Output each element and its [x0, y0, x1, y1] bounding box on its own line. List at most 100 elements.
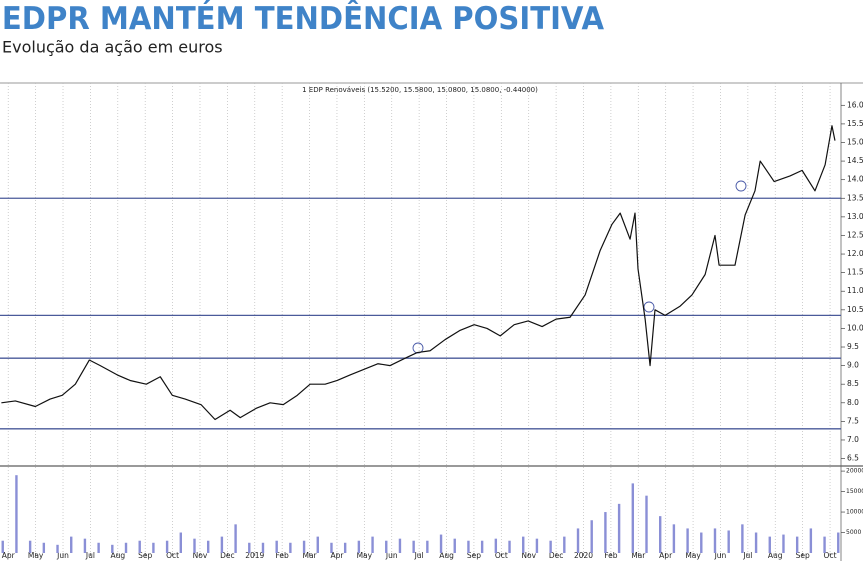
volume-bar — [248, 542, 251, 553]
volume-bar — [152, 542, 155, 553]
volume-bar — [234, 524, 237, 553]
volume-bar — [42, 542, 46, 553]
volume-bar — [576, 528, 580, 553]
x-tick-label: Jul — [85, 551, 95, 560]
volume-bar — [343, 542, 347, 553]
volume-bar — [700, 532, 703, 553]
volume-bar — [330, 542, 333, 553]
y-tick-label: 12.5 — [847, 230, 863, 239]
volume-bar — [412, 540, 415, 553]
x-tick-label: 2019 — [245, 551, 264, 560]
y-tick-label: 14.5 — [847, 156, 863, 165]
x-tick-label: May — [685, 551, 701, 560]
y2-tick-label: 20000 — [846, 468, 863, 475]
volume-bar — [604, 512, 607, 553]
volume-bar — [837, 532, 840, 553]
smiley — [643, 301, 655, 313]
y-tick-label: 10.5 — [847, 305, 863, 314]
volume-bar — [727, 530, 730, 553]
volume-bar — [426, 540, 429, 553]
volume-bar — [385, 540, 388, 553]
volume-bar — [467, 540, 470, 553]
volume-bar — [823, 536, 826, 553]
volume-bar — [193, 538, 196, 553]
volume-bar — [480, 540, 484, 553]
volume-bar — [138, 540, 141, 553]
volume-bar — [111, 544, 114, 553]
volume-bar — [56, 544, 59, 553]
volume-bar — [179, 532, 183, 553]
x-tick-label: Aug — [110, 551, 125, 560]
volume-bar — [590, 520, 593, 553]
volume-bar — [809, 528, 813, 553]
x-tick-label: Apr — [659, 551, 673, 560]
y-tick-label: 11.5 — [847, 268, 863, 277]
volume-bar — [453, 538, 456, 553]
x-tick-label: Sep — [138, 551, 152, 560]
x-tick-label: Sep — [796, 551, 810, 560]
chart-title: EDPR MANTÉM TENDÊNCIA POSITIVA — [2, 0, 605, 37]
volume-bar — [357, 540, 361, 553]
volume-bar — [494, 538, 498, 553]
volume-bar — [124, 542, 128, 553]
volume-bar — [371, 536, 374, 553]
y2-tick-label: 15000 — [846, 488, 863, 495]
x-tick-label: Oct — [166, 551, 179, 560]
x-tick-label: Sep — [467, 551, 481, 560]
x-tick-label: Dec — [549, 551, 564, 560]
smiley — [735, 180, 747, 192]
x-tick-label: Feb — [604, 551, 618, 560]
volume-bar — [672, 524, 676, 553]
volume-bar — [645, 495, 648, 553]
y-tick-label: 14.0 — [847, 175, 863, 184]
x-tick-label: Feb — [276, 551, 290, 560]
y-tick-label: 11.0 — [847, 286, 863, 295]
x-tick-label: Mar — [302, 551, 317, 560]
volume-bar — [275, 540, 278, 553]
volume-bar — [398, 538, 402, 553]
y-tick-label: 7.5 — [847, 416, 859, 425]
volume-bar — [617, 503, 621, 553]
x-tick-label: Jul — [414, 551, 424, 560]
y-tick-label: 6.5 — [847, 454, 859, 463]
volume-bar — [658, 516, 662, 553]
volume-bar — [83, 538, 87, 553]
volume-bar — [439, 534, 443, 553]
y-tick-label: 9.5 — [847, 342, 859, 351]
volume-bar — [782, 534, 785, 553]
y-tick-label: 16.0 — [847, 100, 863, 109]
x-tick-label: May — [28, 551, 44, 560]
x-tick-label: Nov — [193, 551, 208, 560]
volume-bar — [686, 528, 689, 553]
volume-bar — [302, 540, 306, 553]
y-tick-label: 8.0 — [847, 398, 859, 407]
volume-bar — [206, 540, 210, 553]
volume-bar — [631, 483, 635, 553]
smiley-icons — [412, 180, 747, 354]
y-tick-label: 8.5 — [847, 379, 859, 388]
volume-bar — [795, 536, 799, 553]
y2-tick-label: 5000 — [846, 529, 861, 536]
volume-bar — [741, 524, 744, 553]
volume-bar — [549, 540, 552, 553]
volume-bar — [15, 475, 18, 553]
x-tick-label: 2020 — [574, 551, 593, 560]
price-line — [1, 125, 836, 421]
x-tick-label: Apr — [2, 551, 16, 560]
volume-bar — [535, 538, 539, 553]
x-tick-label: Jun — [56, 551, 69, 560]
volume-bar — [261, 542, 265, 553]
volume-bar — [28, 540, 32, 553]
y-tick-label: 12.0 — [847, 249, 863, 258]
x-tick-label: Mar — [631, 551, 646, 560]
y-tick-label: 13.0 — [847, 212, 863, 221]
x-tick-label: Apr — [330, 551, 344, 560]
volume-bar — [316, 536, 319, 553]
x-tick-label: Oct — [495, 551, 508, 560]
volume-bar — [754, 532, 758, 553]
volume-bar — [768, 536, 771, 553]
x-tick-label: Jul — [742, 551, 752, 560]
volume-bar — [220, 536, 224, 553]
y-tick-label: 15.5 — [847, 119, 863, 128]
